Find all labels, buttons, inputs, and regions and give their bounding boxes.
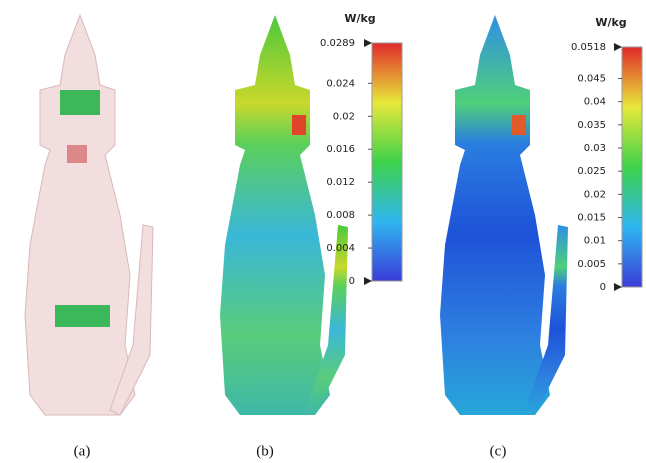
colorbar-tick-label: 0.01 bbox=[584, 236, 606, 247]
panel-label: (c) bbox=[490, 443, 507, 459]
colorbar-tick-label: 0.024 bbox=[326, 78, 355, 89]
colorbar-tick-label: 0 bbox=[349, 276, 355, 287]
colorbar-tick-label: 0.008 bbox=[326, 210, 355, 221]
colorbar bbox=[372, 43, 402, 281]
colorbar-arrow bbox=[364, 39, 372, 47]
colorbar-tick-label: 0.016 bbox=[326, 144, 355, 155]
colorbar-tick-label: 0.025 bbox=[577, 166, 606, 177]
colorbar-tick-label: 0 bbox=[600, 282, 606, 293]
colorbar-tick-label: 0.005 bbox=[577, 259, 606, 270]
colorbar-tick-label: 0.04 bbox=[584, 97, 606, 108]
colorbar-unit: W/kg bbox=[344, 12, 375, 25]
colorbar-tick-label: 0.02 bbox=[584, 189, 606, 200]
panel-a-model bbox=[25, 15, 153, 415]
colorbar-arrow bbox=[364, 277, 372, 285]
colorbar-unit: W/kg bbox=[595, 16, 626, 29]
colorbar-max: 0.0518 bbox=[571, 42, 606, 53]
colorbar-tick-label: 0.035 bbox=[577, 120, 606, 131]
colorbar-arrow bbox=[614, 283, 622, 291]
colorbar-tick-label: 0.012 bbox=[326, 177, 355, 188]
colorbar-tick-label: 0.004 bbox=[326, 243, 355, 254]
panel-label: (a) bbox=[74, 443, 91, 459]
colorbar-arrow bbox=[614, 43, 622, 51]
colorbar-max: 0.0289 bbox=[320, 38, 355, 49]
figure: (a) (b) (c) W/kg 0.0289 0 0.004 0.008 0.012 0.… bbox=[0, 0, 646, 463]
colorbar-tick-label: 0.02 bbox=[333, 111, 355, 122]
colorbar-tick-label: 0.015 bbox=[577, 213, 606, 224]
colorbar-tick-label: 0.03 bbox=[584, 143, 606, 154]
colorbar-tick-label: 0.045 bbox=[577, 74, 606, 85]
colorbar bbox=[622, 47, 642, 287]
panel-c-model bbox=[440, 15, 568, 415]
panel-label: (b) bbox=[256, 443, 274, 459]
